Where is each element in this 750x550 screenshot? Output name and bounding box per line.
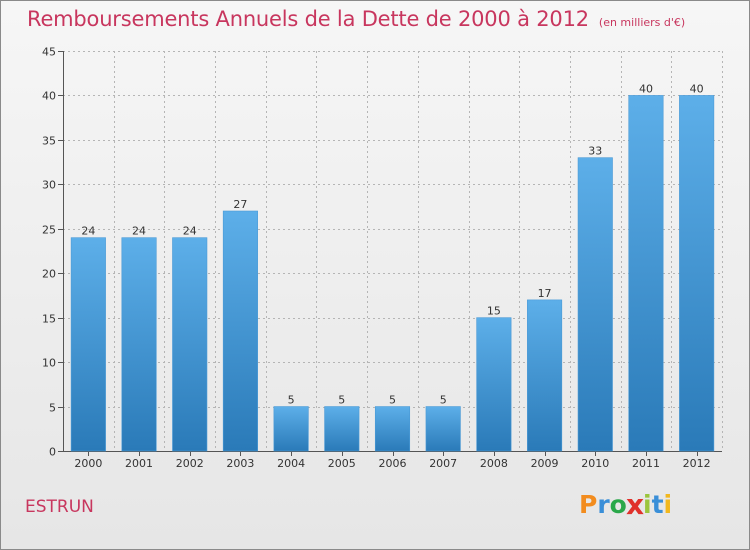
brand-logo[interactable]: Proxiti <box>579 488 673 521</box>
x-tick-label-2003: 2003 <box>226 457 254 470</box>
data-label-2004: 5 <box>288 394 295 407</box>
y-tick-label: 35 <box>42 135 56 148</box>
x-tick-label-2006: 2006 <box>379 457 407 470</box>
data-label-2005: 5 <box>338 394 345 407</box>
brand-letter: P <box>579 490 598 519</box>
bar-2012 <box>679 95 715 452</box>
y-tick-label: 30 <box>42 179 56 192</box>
x-tick-label-2008: 2008 <box>480 457 508 470</box>
data-label-2001: 24 <box>132 225 146 238</box>
data-label-2009: 17 <box>538 287 552 300</box>
bar-2006 <box>374 406 411 452</box>
y-tick-label: 25 <box>42 224 56 237</box>
bar-2004 <box>273 406 309 452</box>
x-tick-label-2005: 2005 <box>328 457 356 470</box>
bar-2010 <box>577 157 613 452</box>
brand-letter: x <box>625 488 644 521</box>
label-layer: 0 5 10 15 20 25 30 35 40 45 24 2000 24 2001 24 2002 27 20… <box>42 46 711 471</box>
brand-letter: i <box>663 490 673 519</box>
y-tick-label: 45 <box>42 46 56 59</box>
bar-2003 <box>222 210 258 452</box>
data-label-2011: 40 <box>639 82 653 95</box>
brand-letter: r <box>597 490 610 519</box>
data-label-2002: 24 <box>183 225 197 238</box>
x-tick-label-2012: 2012 <box>683 457 711 470</box>
x-tick-label-2011: 2011 <box>632 457 660 470</box>
bar-layer <box>70 95 715 452</box>
axis-layer <box>58 51 722 456</box>
x-tick-label-2004: 2004 <box>277 457 305 470</box>
y-tick-label: 20 <box>42 268 56 281</box>
commune-name: ESTRUN <box>25 497 94 517</box>
y-tick-label: 0 <box>49 446 56 459</box>
data-label-2003: 27 <box>233 198 247 211</box>
bar-2001 <box>121 237 157 452</box>
bar-2002 <box>172 237 208 452</box>
data-label-2000: 24 <box>81 225 95 238</box>
x-tick-label-2001: 2001 <box>125 457 153 470</box>
x-tick-label-2002: 2002 <box>176 457 204 470</box>
y-tick-label: 40 <box>42 90 56 103</box>
data-label-2006: 5 <box>389 394 396 407</box>
bar-2011 <box>628 95 664 452</box>
data-label-2012: 40 <box>690 82 704 95</box>
brand-letter: o <box>609 490 627 519</box>
bar-2009 <box>527 299 563 452</box>
chart-title: Remboursements Annuels de la Dette de 20… <box>27 7 589 31</box>
bar-2005 <box>324 406 360 452</box>
x-tick-label-2010: 2010 <box>581 457 609 470</box>
chart-subtitle: (en milliers d'€) <box>598 16 686 29</box>
x-tick-label-2000: 2000 <box>74 457 102 470</box>
x-tick-label-2009: 2009 <box>531 457 559 470</box>
brand-letter: i <box>643 490 652 519</box>
bar-2008 <box>476 317 512 452</box>
y-tick-label: 5 <box>49 402 56 415</box>
data-label-2010: 33 <box>588 145 602 158</box>
title-row: Remboursements Annuels de la Dette de 20… <box>27 7 685 31</box>
x-tick-label-2007: 2007 <box>429 457 457 470</box>
bar-2000 <box>70 237 106 452</box>
y-tick-label: 10 <box>42 357 56 370</box>
grid-layer <box>63 51 723 452</box>
brand-letter: t <box>651 490 664 519</box>
data-label-2008: 15 <box>487 305 501 318</box>
bar-2007 <box>425 406 461 452</box>
y-tick-label: 15 <box>42 313 56 326</box>
data-label-2007: 5 <box>440 394 447 407</box>
